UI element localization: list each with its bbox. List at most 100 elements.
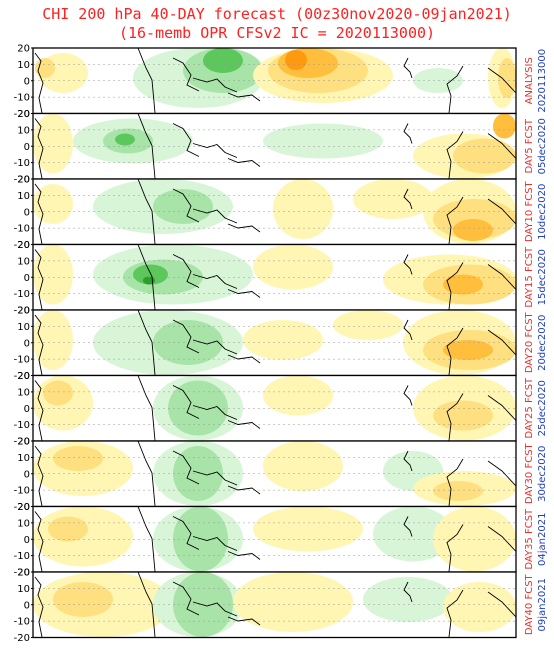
y-tick-label: 20 — [17, 371, 30, 382]
y-tick-label: 20 — [17, 240, 30, 251]
anomaly-contour — [453, 219, 493, 241]
coastline — [137, 506, 156, 572]
panel-4: 20 10 0 -10 -20 DAY20 FCST 20dec2020 — [14, 306, 548, 383]
coastline — [403, 57, 413, 79]
coastline — [172, 123, 200, 157]
y-tick-label: -10 — [14, 617, 30, 628]
coastline — [34, 511, 44, 572]
coastline — [137, 375, 156, 441]
y-tick-label: 0 — [24, 142, 30, 153]
anomaly-contour — [493, 113, 516, 139]
y-tick-label: -10 — [14, 420, 30, 431]
y-tick-label: 20 — [17, 306, 30, 317]
coastline — [403, 254, 413, 275]
coastline — [403, 450, 413, 472]
y-tick-label: -10 — [14, 158, 30, 169]
anomaly-contour — [115, 133, 135, 146]
y-tick-label: 0 — [24, 404, 30, 415]
panel-label: DAY35 FCST — [524, 508, 535, 570]
panel-label: DAY30 FCST — [524, 442, 535, 504]
anomaly-contour — [263, 123, 383, 159]
panel-label: DAY25 FCST — [524, 377, 535, 439]
y-tick-label: 10 — [17, 518, 30, 529]
y-tick-label: -10 — [14, 224, 30, 235]
y-tick-label: -20 — [14, 568, 30, 579]
y-tick-label: -20 — [14, 240, 30, 251]
coastline — [403, 581, 413, 603]
y-tick-label: 10 — [17, 584, 30, 595]
coastline — [446, 393, 464, 441]
coastline — [227, 551, 261, 560]
panel-label: DAY10 FCST — [524, 180, 535, 242]
y-tick-label: -20 — [14, 437, 30, 448]
coastline — [227, 92, 261, 102]
panel-date: 30dec2020 — [537, 446, 548, 502]
coastline — [403, 188, 413, 210]
coastline — [172, 450, 200, 485]
coastline — [34, 249, 44, 310]
panel-1: 20 10 0 -10 -20 DAY5 FCST 05dec2020 — [14, 109, 548, 186]
panel-label: DAY15 FCST — [524, 246, 535, 308]
anomaly-contour — [285, 50, 307, 70]
y-tick-label: 0 — [24, 469, 30, 480]
anomaly-contour — [33, 113, 73, 174]
anomaly-contour — [273, 179, 333, 239]
coastline — [137, 179, 156, 245]
coastline — [487, 329, 516, 356]
panel-8: 20 10 0 -10 -20 DAY40 FCST 09jan2021 — [14, 568, 548, 645]
anomaly-contour — [53, 582, 113, 617]
anomaly-contour — [48, 516, 88, 542]
coastline — [172, 581, 200, 616]
coastline — [137, 244, 156, 310]
anomaly-contour — [143, 276, 155, 285]
anomaly-contour — [373, 506, 453, 562]
coastline — [34, 445, 44, 507]
panel-7: 20 10 0 -10 -20 DAY35 FCST 04jan2021 — [14, 502, 548, 579]
y-tick-label: 0 — [24, 207, 30, 218]
coastline — [172, 188, 200, 223]
coastline — [487, 133, 516, 159]
y-tick-label: -10 — [14, 355, 30, 366]
anomaly-contour — [243, 320, 323, 360]
y-tick-label: 0 — [24, 338, 30, 349]
coastline — [403, 516, 413, 537]
coastline — [403, 319, 413, 341]
coastline — [192, 274, 238, 289]
coastline — [487, 264, 516, 290]
y-tick-label: 0 — [24, 76, 30, 87]
coastline — [487, 526, 516, 552]
coastline — [192, 470, 238, 486]
anomaly-contour — [53, 446, 103, 471]
coastline — [192, 143, 238, 158]
anomaly-contour — [153, 189, 213, 224]
anomaly-contour — [203, 48, 243, 73]
y-tick-label: 10 — [17, 453, 30, 464]
coastline — [34, 576, 44, 638]
y-tick-label: -20 — [14, 175, 30, 186]
panel-date: 09jan2021 — [537, 578, 548, 631]
anomaly-contour — [363, 577, 453, 622]
y-tick-label: -10 — [14, 486, 30, 497]
y-tick-label: -20 — [14, 371, 30, 382]
coastline — [137, 441, 156, 507]
coastline — [137, 48, 156, 114]
coastline — [446, 262, 464, 310]
panel-date: 2020113000 — [537, 49, 548, 113]
panel-date: 25dec2020 — [537, 380, 548, 436]
y-tick-label: 20 — [17, 502, 30, 513]
y-tick-label: -20 — [14, 306, 30, 317]
y-tick-label: 20 — [17, 109, 30, 120]
anomaly-contour — [35, 58, 55, 78]
coastline — [446, 458, 464, 507]
y-tick-label: -20 — [14, 109, 30, 120]
coastline — [192, 208, 238, 224]
coastline — [227, 223, 261, 233]
coastline — [34, 380, 44, 441]
panel-label: ANALYSIS — [524, 57, 535, 104]
chart-title-line2: (16-memb OPR CFSv2 IC = 2020113000) — [118, 24, 436, 42]
anomaly-contour — [43, 380, 73, 406]
y-tick-label: 0 — [24, 273, 30, 284]
anomaly-contour — [443, 274, 483, 295]
y-tick-label: 20 — [17, 568, 30, 579]
